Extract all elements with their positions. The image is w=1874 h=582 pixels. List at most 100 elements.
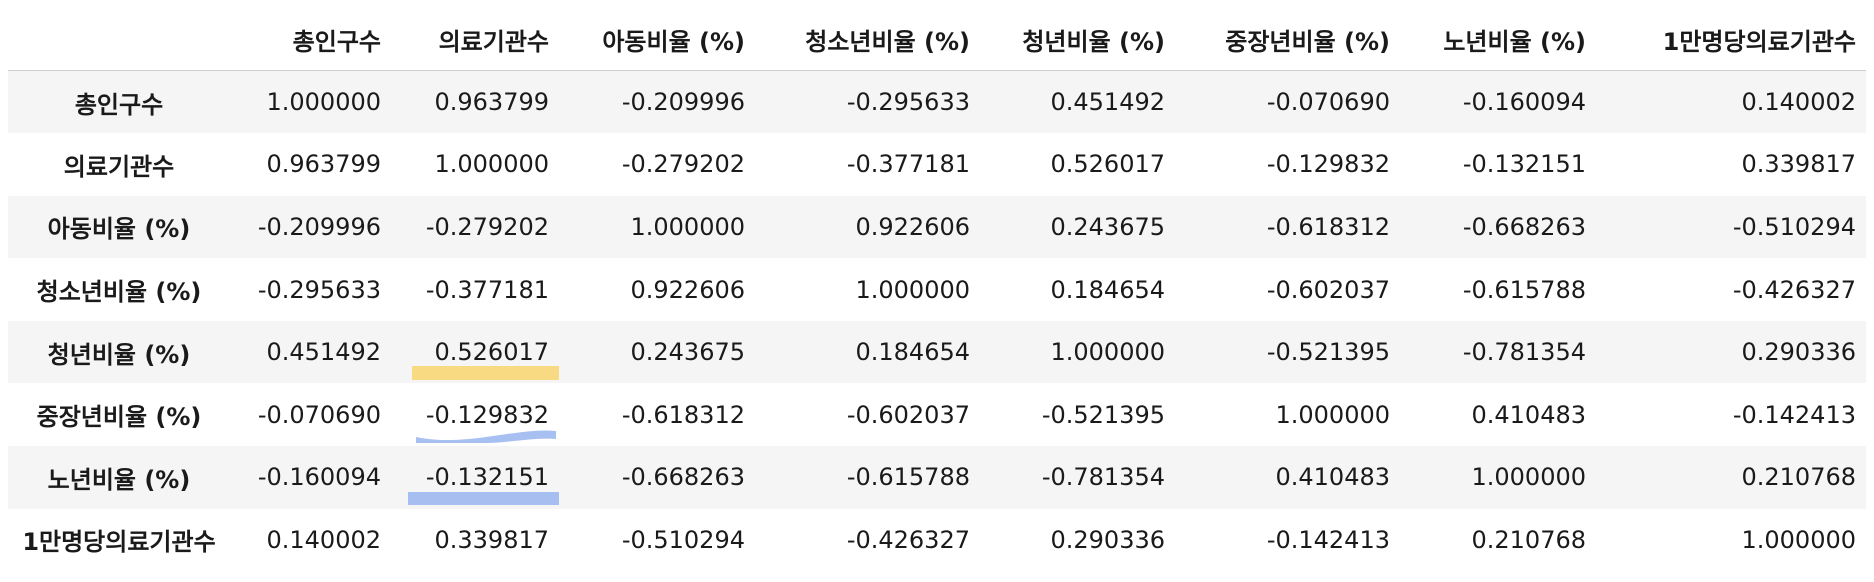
table-cell: 0.410483 <box>1471 400 1586 429</box>
table-row: 의료기관수 0.963799 1.000000 -0.279202 -0.377… <box>8 133 1866 196</box>
table-cell: 0.140002 <box>1741 88 1856 117</box>
table-cell-highlighted: 0.526017 <box>391 321 559 384</box>
table-row: 노년비율 (%) -0.160094 -0.132151 -0.668263 -… <box>8 446 1866 509</box>
table-row: 1만명당의료기관수 0.140002 0.339817 -0.510294 -0… <box>8 509 1866 572</box>
blue-highlight-mark <box>407 492 559 506</box>
table-cell: -0.602037 <box>846 400 970 429</box>
column-header: 총인구수 <box>230 8 391 71</box>
table-cell-highlighted: -0.132151 <box>391 446 559 509</box>
table-row: 총인구수 1.000000 0.963799 -0.209996 -0.2956… <box>8 70 1866 134</box>
row-header: 총인구수 <box>74 90 164 119</box>
highlighted-value: 0.526017 <box>412 338 559 381</box>
table-cell: 1.000000 <box>630 212 745 241</box>
table-cell: -0.070690 <box>257 400 381 429</box>
table-cell: 0.290336 <box>1050 525 1165 554</box>
column-header: 청소년비율 (%) <box>755 8 980 71</box>
table-cell: -0.618312 <box>621 400 745 429</box>
table-cell: 1.000000 <box>1275 400 1390 429</box>
table-cell: -0.615788 <box>846 463 970 492</box>
column-header: 노년비율 (%) <box>1400 8 1596 71</box>
table-cell: 1.000000 <box>855 275 970 304</box>
table-cell: 1.000000 <box>1471 463 1586 492</box>
table-cell: 0.210768 <box>1741 463 1856 492</box>
row-header: 중장년비율 (%) <box>36 403 202 432</box>
table-cell: -0.160094 <box>1462 88 1586 117</box>
table-cell-highlighted: -0.129832 <box>391 383 559 446</box>
table-cell: 0.184654 <box>1050 275 1165 304</box>
table-row: 중장년비율 (%) -0.070690 -0.129832 -0.618312 … <box>8 383 1866 446</box>
cell-value: -0.129832 <box>425 400 549 429</box>
row-header: 청소년비율 (%) <box>36 278 202 307</box>
table-cell: -0.781354 <box>1462 338 1586 367</box>
table-cell: -0.209996 <box>621 88 745 117</box>
table-cell: -0.618312 <box>1266 212 1390 241</box>
row-header: 청년비율 (%) <box>47 340 191 369</box>
column-header: 청년비율 (%) <box>980 8 1175 71</box>
table-cell: -0.668263 <box>621 463 745 492</box>
table-cell: 1.000000 <box>1741 525 1856 554</box>
table-cell: -0.521395 <box>1041 400 1165 429</box>
table-cell: 0.339817 <box>1741 150 1856 179</box>
table-cell: 1.000000 <box>434 150 549 179</box>
table-cell: -0.521395 <box>1266 338 1390 367</box>
yellow-highlight-mark <box>412 366 559 381</box>
table-cell: -0.615788 <box>1462 275 1586 304</box>
table-cell: 0.339817 <box>434 525 549 554</box>
table-cell: 0.290336 <box>1741 338 1856 367</box>
column-header: 의료기관수 <box>391 8 559 71</box>
table-cell: 1.000000 <box>1050 338 1165 367</box>
row-header: 1만명당의료기관수 <box>22 528 216 557</box>
header-row: 총인구수 의료기관수 아동비율 (%) 청소년비율 (%) 청년비율 (%) 중… <box>8 8 1866 71</box>
table-cell: -0.426327 <box>1732 275 1856 304</box>
table-cell: 0.243675 <box>630 338 745 367</box>
table-cell: -0.377181 <box>425 275 549 304</box>
table-row: 아동비율 (%) -0.209996 -0.279202 1.000000 0.… <box>8 195 1866 259</box>
highlighted-value: -0.132151 <box>407 463 559 506</box>
table-cell: 0.410483 <box>1275 463 1390 492</box>
table-cell: -0.295633 <box>846 88 970 117</box>
table-cell: -0.070690 <box>1266 88 1390 117</box>
row-header: 노년비율 (%) <box>47 465 191 494</box>
blue-highlight-mark <box>415 430 556 443</box>
column-header: 아동비율 (%) <box>559 8 755 71</box>
table-cell: -0.209996 <box>257 212 381 241</box>
table-cell: -0.426327 <box>846 525 970 554</box>
table-cell: 0.140002 <box>266 525 381 554</box>
table-cell: 0.451492 <box>1050 88 1165 117</box>
table-cell: 0.526017 <box>1050 150 1165 179</box>
table-cell: 1.000000 <box>266 88 381 117</box>
table-cell: 0.963799 <box>266 150 381 179</box>
table-cell: 0.184654 <box>855 338 970 367</box>
table-cell: -0.295633 <box>257 275 381 304</box>
table-row: 청소년비율 (%) -0.295633 -0.377181 0.922606 1… <box>8 258 1866 321</box>
table-cell: -0.668263 <box>1462 212 1586 241</box>
table-cell: -0.510294 <box>1732 212 1856 241</box>
table-cell: -0.510294 <box>621 525 745 554</box>
row-header: 아동비율 (%) <box>47 215 191 244</box>
table-cell: 0.451492 <box>266 338 381 367</box>
table-cell: 0.922606 <box>630 275 745 304</box>
cell-value: -0.132151 <box>425 463 549 492</box>
table-cell: -0.602037 <box>1266 275 1390 304</box>
table-cell: -0.279202 <box>621 150 745 179</box>
correlation-table-container: 총인구수 의료기관수 아동비율 (%) 청소년비율 (%) 청년비율 (%) 중… <box>8 8 1866 571</box>
table-cell: -0.377181 <box>846 150 970 179</box>
table-cell: -0.132151 <box>1462 150 1586 179</box>
table-cell: 0.963799 <box>434 88 549 117</box>
corner-header <box>8 8 230 71</box>
row-header: 의료기관수 <box>63 152 175 181</box>
table-row: 청년비율 (%) 0.451492 0.526017 0.243675 0.18… <box>8 320 1866 384</box>
table-cell: -0.781354 <box>1041 463 1165 492</box>
table-cell: 0.210768 <box>1471 525 1586 554</box>
highlighted-value: -0.129832 <box>415 400 556 443</box>
table-cell: -0.279202 <box>425 212 549 241</box>
correlation-table: 총인구수 의료기관수 아동비율 (%) 청소년비율 (%) 청년비율 (%) 중… <box>8 8 1866 571</box>
cell-value: 0.526017 <box>434 338 549 367</box>
table-cell: 0.243675 <box>1050 212 1165 241</box>
table-cell: -0.142413 <box>1732 400 1856 429</box>
table-cell: -0.142413 <box>1266 525 1390 554</box>
column-header: 중장년비율 (%) <box>1175 8 1400 71</box>
table-cell: 0.922606 <box>855 212 970 241</box>
column-header: 1만명당의료기관수 <box>1596 8 1866 71</box>
table-cell: -0.160094 <box>257 463 381 492</box>
